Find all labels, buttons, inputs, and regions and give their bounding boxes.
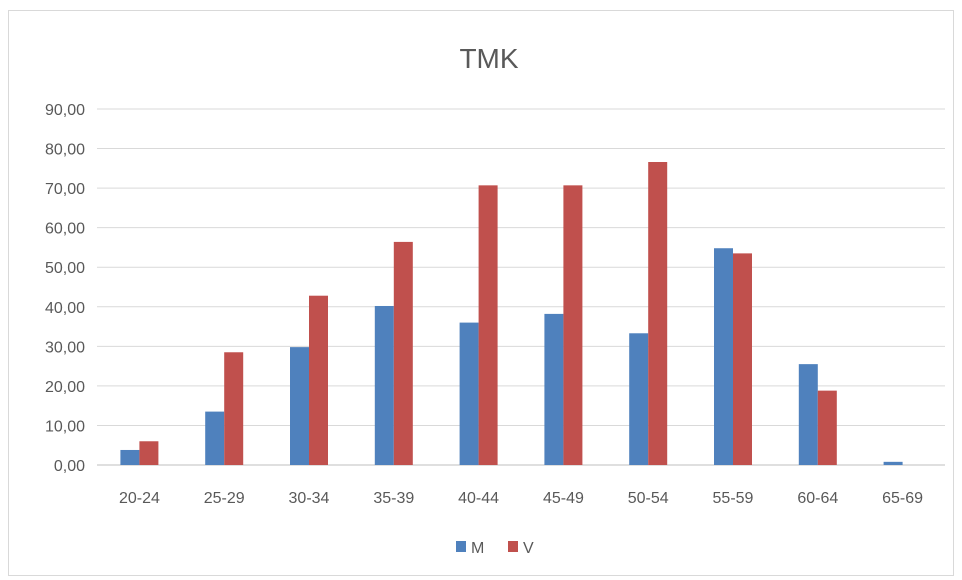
- x-tick-label: 25-29: [204, 490, 245, 507]
- bar-m-40-44: [460, 323, 479, 465]
- bar-m-60-64: [799, 364, 818, 465]
- x-tick-label: 60-64: [797, 490, 838, 507]
- x-tick-label: 35-39: [373, 490, 414, 507]
- bar-v-55-59: [733, 253, 752, 465]
- bar-m-65-69: [884, 462, 903, 465]
- x-tick-label: 40-44: [458, 490, 499, 507]
- y-tick-label: 50,00: [45, 260, 85, 277]
- legend-label-v: V: [523, 540, 534, 557]
- x-tick-label: 45-49: [543, 490, 584, 507]
- bar-m-30-34: [290, 347, 309, 465]
- bar-v-35-39: [394, 242, 413, 465]
- y-tick-label: 90,00: [45, 102, 85, 119]
- bar-m-25-29: [205, 412, 224, 465]
- y-tick-label: 80,00: [45, 142, 85, 159]
- x-tick-label: 20-24: [119, 490, 160, 507]
- x-tick-label: 50-54: [628, 490, 669, 507]
- x-axis-ticks: 20-24 25-29 30-34 35-39 40-44 45-49 50-54 55-59…: [119, 490, 923, 507]
- bar-v-30-34: [309, 296, 328, 465]
- bar-m-45-49: [544, 314, 563, 465]
- bar-m-50-54: [629, 333, 648, 465]
- y-tick-label: 0,00: [54, 458, 85, 475]
- bar-m-35-39: [375, 306, 394, 465]
- y-tick-label: 10,00: [45, 418, 85, 435]
- x-tick-label: 65-69: [882, 490, 923, 507]
- bar-v-20-24: [139, 441, 158, 465]
- bar-v-60-64: [818, 391, 837, 465]
- x-tick-label: 55-59: [713, 490, 754, 507]
- y-axis-ticks: 0,00 10,00 20,00 30,00 40,00 50,00 60,00 70,00 8…: [45, 102, 85, 475]
- y-tick-label: 30,00: [45, 339, 85, 356]
- x-tick-label: 30-34: [289, 490, 330, 507]
- bar-v-40-44: [479, 185, 498, 465]
- bar-v-45-49: [563, 185, 582, 465]
- chart-title: TMK: [459, 43, 518, 74]
- legend-swatch-v: [508, 541, 518, 552]
- y-tick-label: 40,00: [45, 300, 85, 317]
- bar-m-55-59: [714, 248, 733, 465]
- bars: [120, 162, 902, 465]
- legend-swatch-m: [456, 541, 466, 552]
- y-tick-label: 70,00: [45, 181, 85, 198]
- legend-label-m: M: [471, 540, 484, 557]
- bar-v-25-29: [224, 352, 243, 465]
- y-tick-label: 20,00: [45, 379, 85, 396]
- bar-v-50-54: [648, 162, 667, 465]
- y-tick-label: 60,00: [45, 221, 85, 238]
- bar-m-20-24: [120, 450, 139, 465]
